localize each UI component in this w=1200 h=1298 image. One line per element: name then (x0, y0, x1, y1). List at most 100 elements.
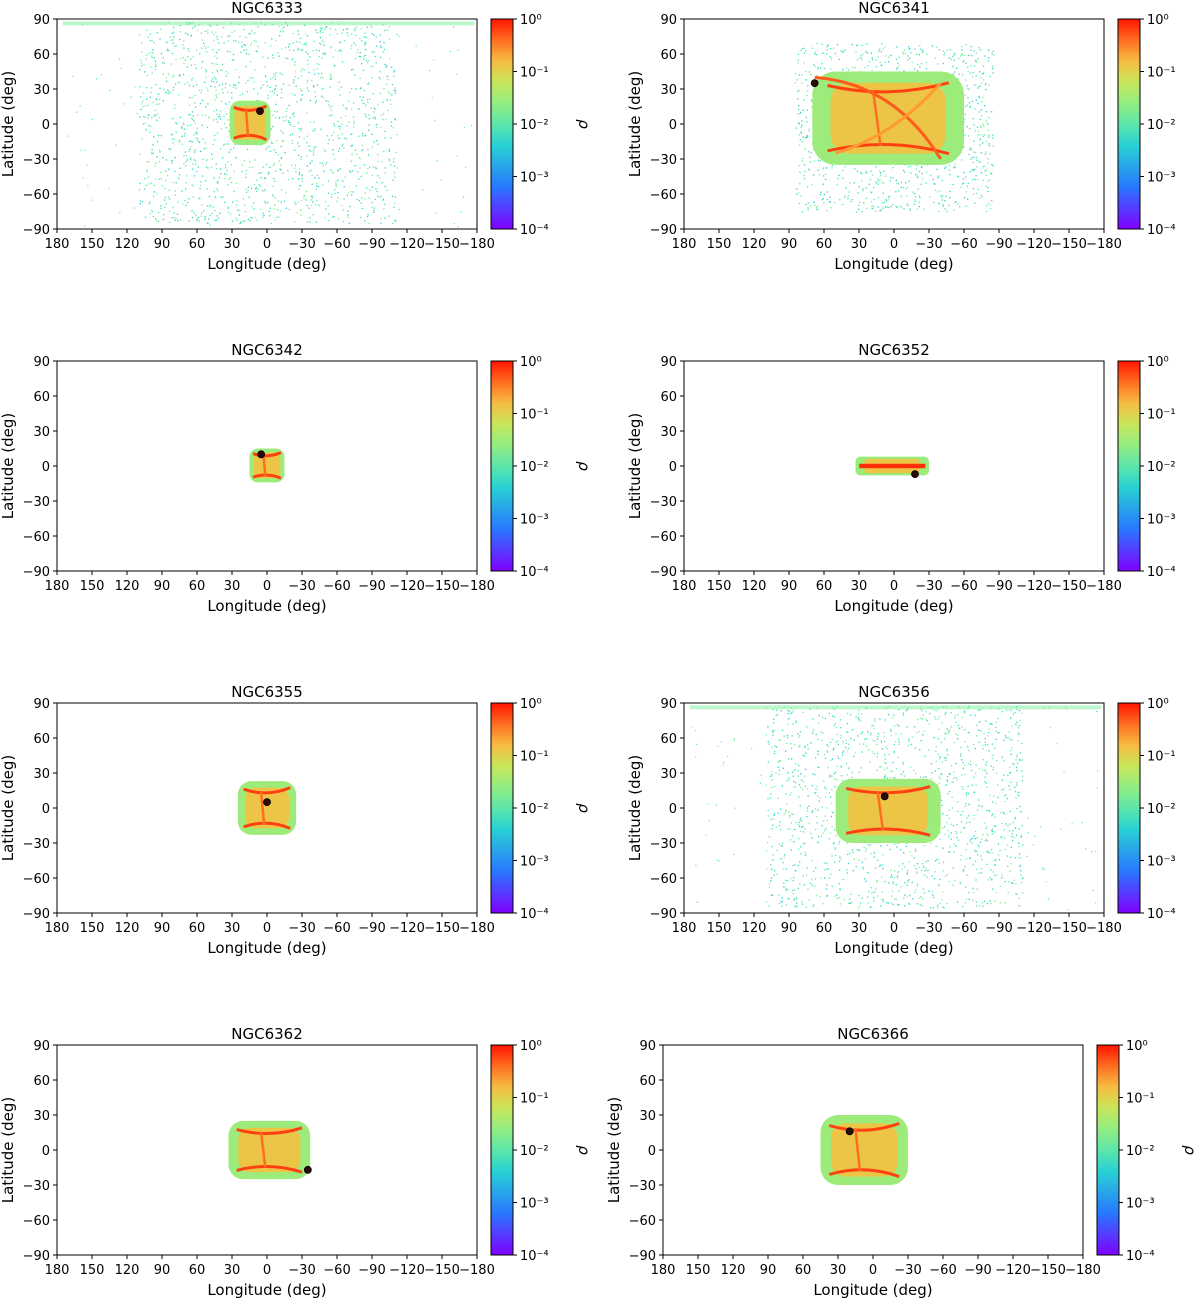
x-tick-label: 180 (672, 237, 697, 252)
x-tick-label: 90 (154, 579, 171, 594)
stream-points (794, 42, 995, 213)
panel-ngc6362: NGC6362 180 150 120 90 60 30 0 −30 −60 −90 −120 −150… (0, 1025, 593, 1298)
colorbar-tick-label: 10⁻² (1147, 118, 1176, 133)
y-tick-label: −60 (629, 1214, 656, 1229)
x-tick-label: −90 (985, 921, 1012, 936)
panel-ngc6356: NGC6356 180 150 120 90 60 30 0 −30 −60 −90 −120 −150… (626, 683, 1176, 957)
y-tick-label: −60 (650, 530, 677, 545)
y-axis-label: Latitude (deg) (0, 413, 17, 519)
colorbar-tick-label: 10⁻² (1147, 802, 1176, 817)
x-tick-label: 30 (224, 1263, 241, 1278)
x-tick-label: 150 (80, 237, 105, 252)
colorbar-tick-label: 10⁻⁴ (1126, 1249, 1155, 1264)
x-tick-label: −150 (1030, 1263, 1066, 1278)
y-tick-label: 90 (660, 13, 677, 28)
x-tick-label: 60 (816, 237, 833, 252)
panel-ngc6342: NGC6342 180 150 120 90 60 30 0 −30 −60 −90 −120 −150… (0, 341, 593, 615)
x-tick-label: −90 (358, 921, 385, 936)
colorbar-tick-label: 10⁻¹ (1147, 750, 1176, 765)
y-tick-label: 30 (33, 83, 50, 98)
cluster-marker (880, 792, 889, 801)
x-tick-label: 90 (154, 1263, 171, 1278)
y-tick-label: 30 (639, 1109, 656, 1124)
colorbar (1117, 702, 1141, 914)
colorbar-label: ρ (1181, 1145, 1199, 1155)
x-tick-label: 30 (224, 237, 241, 252)
cluster-marker (256, 107, 264, 116)
x-tick-label: 0 (890, 921, 898, 936)
colorbar (490, 360, 514, 572)
stream-points (689, 705, 1102, 911)
x-tick-label: −30 (915, 237, 942, 252)
colorbar-tick-label: 10⁻⁴ (520, 565, 549, 580)
x-tick-label: −150 (424, 237, 460, 252)
y-tick-label: 0 (42, 802, 50, 817)
chart-title: NGC6355 (231, 683, 303, 701)
x-tick-label: 90 (781, 921, 798, 936)
cluster-marker (845, 1127, 854, 1136)
y-tick-label: −90 (23, 223, 50, 238)
x-tick-label: 60 (189, 1263, 206, 1278)
x-tick-label: 60 (816, 921, 833, 936)
x-tick-label: 90 (154, 921, 171, 936)
x-tick-label: 180 (45, 237, 70, 252)
colorbar-tick-label: 10⁻¹ (1147, 408, 1176, 423)
y-axis-label: Latitude (deg) (626, 413, 644, 519)
x-axis-label: Longitude (deg) (813, 1281, 932, 1298)
x-tick-label: 0 (263, 579, 271, 594)
x-tick-label: 60 (795, 1263, 812, 1278)
colorbar-tick-label: 10⁻³ (1147, 855, 1176, 870)
colorbar-tick-label: 10⁻³ (1147, 513, 1176, 528)
x-tick-label: −120 (389, 921, 425, 936)
chart-title: NGC6362 (231, 1025, 303, 1043)
chart-title: NGC6333 (231, 0, 303, 17)
colorbar-tick-label: 10⁻¹ (1147, 66, 1176, 81)
x-tick-label: −120 (1016, 921, 1052, 936)
colorbar-label: ρ (575, 1145, 593, 1155)
x-tick-label: −180 (459, 1263, 495, 1278)
y-tick-label: −90 (650, 223, 677, 238)
colorbar-tick-label: 10⁻¹ (520, 408, 549, 423)
y-axis-label: Latitude (deg) (0, 71, 17, 177)
x-tick-label: 150 (686, 1263, 711, 1278)
colorbar-tick-label: 10⁰ (1147, 697, 1169, 712)
cluster-marker (911, 470, 919, 479)
colorbar-tick-label: 10⁻² (520, 1144, 549, 1159)
x-tick-label: −120 (389, 579, 425, 594)
y-tick-label: 30 (33, 767, 50, 782)
x-tick-label: 30 (851, 921, 868, 936)
x-tick-label: −30 (288, 579, 315, 594)
x-tick-label: −90 (985, 237, 1012, 252)
x-tick-label: −120 (1016, 237, 1052, 252)
colorbar-tick-label: 10⁻¹ (520, 750, 549, 765)
chart-title: NGC6341 (858, 0, 930, 17)
x-axis-label: Longitude (deg) (207, 255, 326, 273)
y-tick-label: 30 (660, 83, 677, 98)
x-tick-label: 120 (721, 1263, 746, 1278)
cluster-marker (263, 798, 271, 807)
x-tick-label: 0 (890, 579, 898, 594)
x-tick-label: 180 (672, 921, 697, 936)
x-tick-label: 180 (672, 579, 697, 594)
colorbar-tick-label: 10⁰ (520, 13, 542, 28)
y-tick-label: 60 (639, 1074, 656, 1089)
colorbar-tick-label: 10⁰ (1147, 13, 1169, 28)
panel-ngc6341: NGC6341 180 150 120 90 60 30 0 −30 −60 −90 −120 −150… (626, 0, 1176, 273)
y-tick-label: 90 (639, 1039, 656, 1054)
cluster-marker (810, 79, 819, 88)
x-tick-label: 30 (224, 579, 241, 594)
x-tick-label: −30 (894, 1263, 921, 1278)
y-tick-label: 60 (660, 732, 677, 747)
y-tick-label: −30 (650, 495, 677, 510)
chart-title: NGC6366 (837, 1025, 909, 1043)
x-tick-label: −60 (950, 921, 977, 936)
colorbar (490, 18, 514, 230)
stream-points (228, 1120, 311, 1180)
colorbar-tick-label: 10⁻¹ (1126, 1092, 1155, 1107)
x-tick-label: 0 (869, 1263, 877, 1278)
y-tick-label: −30 (629, 1179, 656, 1194)
y-tick-label: 0 (42, 460, 50, 475)
x-tick-label: −90 (964, 1263, 991, 1278)
y-tick-label: −30 (650, 153, 677, 168)
x-tick-label: 120 (742, 921, 767, 936)
